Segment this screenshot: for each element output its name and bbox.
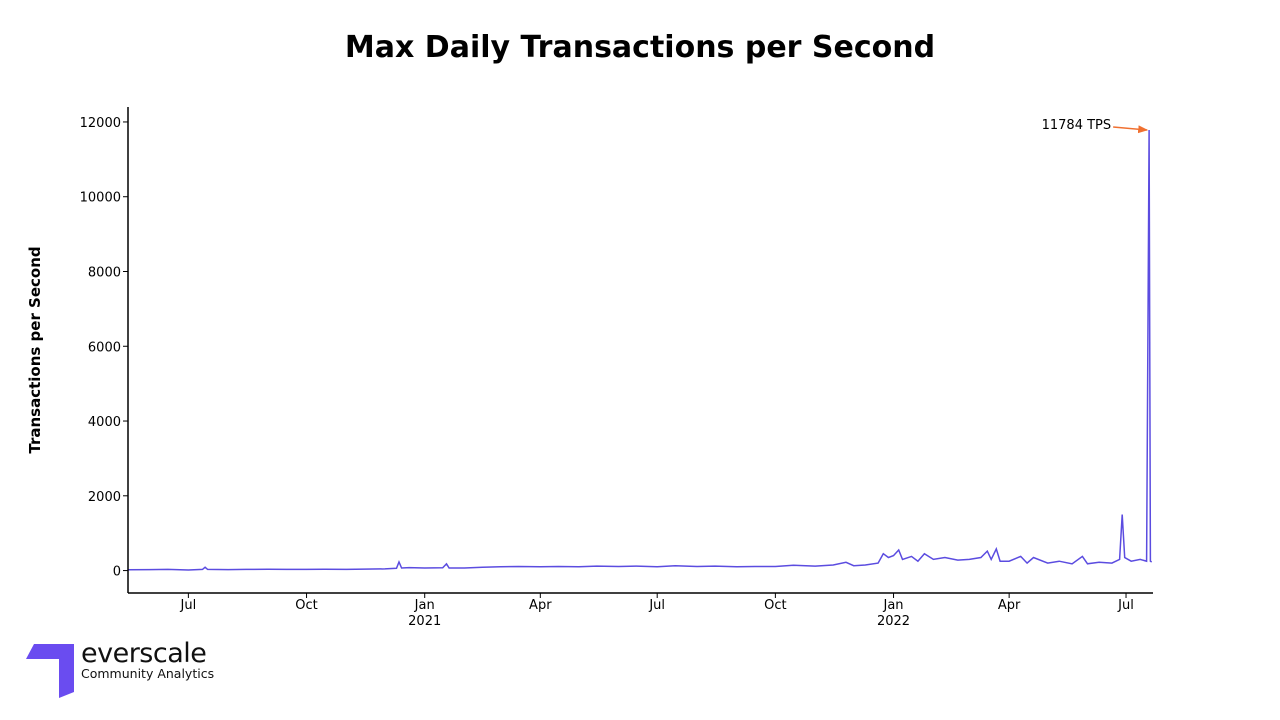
y-tick-label: 10000 (80, 191, 121, 206)
y-axis-ticks: 0 2000 4000 6000 8000 10000 12000 (80, 116, 128, 580)
x-tick-label: Oct (295, 598, 317, 613)
logo-name: everscale (81, 638, 207, 669)
x-tick-label: Apr (529, 598, 552, 613)
x-tick-label: Oct (764, 598, 786, 613)
x-tick-label: Jul (1117, 598, 1134, 613)
x-tick-label: Jan (414, 598, 435, 613)
peak-annotation: 11784 TPS (1042, 118, 1149, 134)
logo-tagline: Community Analytics (81, 666, 215, 681)
everscale-logo: everscale Community Analytics (26, 638, 246, 698)
series-line (127, 129, 1153, 571)
x-tick-year-label: 2021 (408, 614, 441, 629)
y-tick-label: 12000 (80, 116, 121, 131)
chart-title: Max Daily Transactions per Second (344, 30, 936, 65)
x-tick-label: Jul (180, 598, 197, 613)
y-tick-label: 6000 (88, 340, 121, 355)
y-tick-label: 2000 (88, 490, 121, 505)
y-axis-label: Transactions per Second (26, 246, 44, 453)
x-tick-label: Apr (998, 598, 1021, 613)
y-tick-label: 0 (113, 565, 121, 580)
y-tick-label: 8000 (88, 265, 121, 280)
y-tick-label: 4000 (88, 415, 121, 430)
x-tick-label: Jul (648, 598, 665, 613)
annotation-label: 11784 TPS (1042, 118, 1112, 133)
x-tick-year-label: 2022 (877, 614, 910, 629)
everscale-logo-icon (26, 644, 74, 698)
x-tick-label: Jan (883, 598, 904, 613)
annotation-arrow (1113, 125, 1149, 134)
